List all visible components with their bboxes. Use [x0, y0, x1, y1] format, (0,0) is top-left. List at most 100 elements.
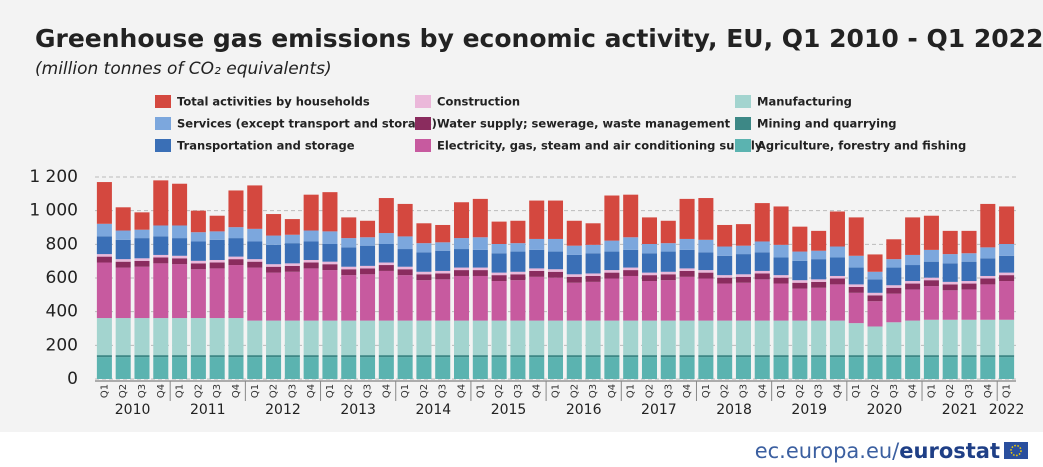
bar-segment: [247, 241, 263, 260]
bar-segment: [585, 275, 601, 282]
bar-segment: [604, 251, 620, 271]
bar-segment: [811, 250, 827, 260]
bar-segment: [905, 254, 921, 266]
bar-segment: [886, 293, 902, 323]
x-tick-label: Q4: [457, 384, 468, 398]
bar-segment: [397, 203, 413, 237]
bar-segment: [698, 270, 714, 273]
bar-segment: [134, 260, 150, 267]
bar-segment: [679, 270, 695, 277]
bar-segment: [454, 267, 470, 271]
x-tick-label: Q3: [363, 384, 374, 398]
bar-segment: [510, 274, 526, 281]
bar-segment: [717, 357, 733, 379]
bar-segment: [172, 258, 188, 265]
bar-segment: [829, 355, 845, 358]
bar-segment: [190, 357, 206, 379]
bar-segment: [623, 275, 639, 321]
legend-label: Agriculture, forestry and fishing: [757, 139, 966, 153]
bar-segment: [303, 241, 319, 260]
bar-segment: [848, 357, 864, 379]
bar-segment: [923, 215, 939, 250]
bar-segment: [773, 320, 789, 356]
bar-segment: [416, 271, 432, 275]
bar-segment: [284, 263, 300, 266]
bar-segment: [266, 214, 282, 236]
bar-segment: [867, 254, 883, 272]
legend-swatch: [415, 95, 431, 108]
bar-segment: [416, 243, 432, 253]
bar-segment: [547, 357, 564, 379]
bar-segment: [679, 198, 695, 239]
bar-segment: [472, 198, 488, 238]
bar-segment: [190, 318, 206, 356]
bar-segment: [153, 180, 169, 226]
legend-label: Services (except transport and storage): [177, 117, 437, 131]
bar-segment: [698, 239, 714, 253]
bar-segment: [999, 255, 1015, 273]
bar-segment: [397, 266, 413, 270]
x-tick-label: Q1: [701, 384, 712, 398]
bar-segment: [886, 355, 902, 358]
year-label: 2011: [190, 402, 226, 418]
bar-segment: [735, 224, 751, 246]
bar-segment: [247, 267, 263, 321]
bar-segment: [792, 357, 808, 379]
bar-segment: [529, 355, 545, 358]
eu-stars: [1010, 444, 1022, 457]
bar-segment: [961, 357, 977, 379]
bar-segment: [397, 269, 413, 276]
bar-segment: [360, 357, 376, 379]
x-tick-label: Q3: [588, 384, 599, 398]
x-tick-label: Q3: [964, 384, 975, 398]
y-tick-label: 600: [46, 268, 78, 288]
x-tick-label: Q2: [720, 384, 731, 398]
bar-segment: [303, 259, 319, 263]
bar-segment: [378, 355, 394, 358]
year-label: 2022: [989, 402, 1025, 418]
bar-segment: [228, 357, 244, 379]
bar-segment: [153, 257, 169, 264]
bar-segment: [717, 283, 733, 321]
bar-segment: [585, 244, 601, 254]
bar-segment: [641, 355, 657, 358]
bar-segment: [491, 281, 507, 321]
bar-segment: [115, 259, 131, 262]
x-tick-label: Q1: [551, 384, 562, 398]
bar-segment: [623, 267, 639, 271]
bar-segment: [266, 355, 282, 358]
chart-subtitle: (million tonnes of CO₂ equivalents): [35, 59, 332, 79]
bar-segment: [491, 275, 507, 282]
bar-segment: [698, 272, 714, 279]
bar-segment: [623, 270, 639, 276]
year-label: 2017: [641, 402, 677, 418]
source-brand: eurostat: [899, 439, 1000, 463]
bar-segment: [266, 320, 282, 356]
bar-segment: [942, 254, 958, 264]
bar-segment: [153, 263, 169, 319]
bar-segment: [153, 236, 169, 255]
bar-segment: [547, 355, 564, 358]
bar-segment: [547, 251, 564, 270]
year-label: 2014: [416, 402, 452, 418]
bar-segment: [303, 355, 319, 358]
bar-segment: [923, 355, 939, 358]
x-tick-label: Q1: [99, 384, 110, 398]
bar-segment: [416, 252, 432, 272]
bar-segment: [942, 319, 958, 356]
eu-flag: [1004, 442, 1028, 459]
bar-segment: [829, 357, 845, 379]
bar-segment: [209, 357, 225, 379]
legend-swatch: [415, 117, 431, 130]
bar-segment: [585, 355, 601, 358]
bar-segment: [961, 283, 977, 290]
bar-segment: [735, 355, 751, 358]
bar-segment: [115, 207, 131, 231]
bar-segment: [811, 357, 827, 379]
bar-segment: [115, 267, 131, 319]
bar-segment: [454, 270, 470, 276]
bar-segment: [378, 198, 394, 234]
bar-segment: [811, 279, 827, 282]
bar-segment: [942, 355, 958, 358]
